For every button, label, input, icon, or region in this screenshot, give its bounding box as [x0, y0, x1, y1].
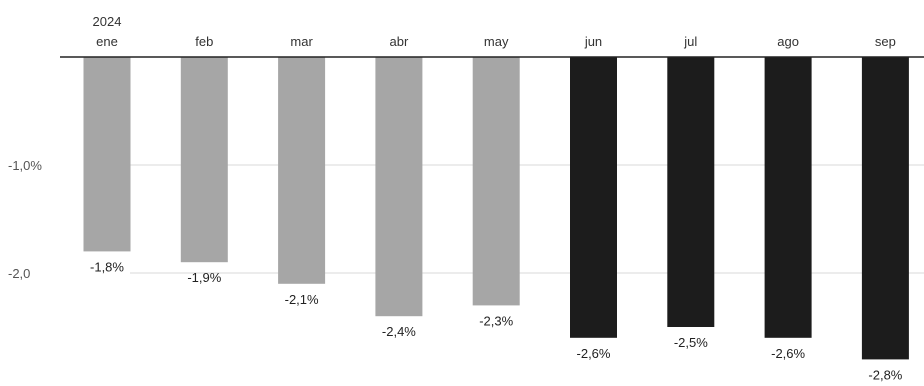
bar-ene — [84, 57, 131, 251]
category-label-feb: feb — [195, 34, 213, 49]
value-label-feb: -1,9% — [187, 270, 221, 285]
bar-jul — [667, 57, 714, 327]
bar-jun — [570, 57, 617, 338]
category-labels: 2024 ene feb mar abr may jun jul ago sep — [93, 14, 896, 49]
y-tick-label: -2,0 — [8, 266, 30, 281]
value-label-mar: -2,1% — [285, 292, 319, 307]
bar-ago — [765, 57, 812, 338]
value-label-sep: -2,8% — [868, 367, 902, 382]
year-label: 2024 — [93, 14, 122, 29]
category-label-mar: mar — [290, 34, 313, 49]
y-tick-label: -1,0% — [8, 158, 42, 173]
value-label-abr: -2,4% — [382, 324, 416, 339]
bar-abr — [375, 57, 422, 316]
category-label-abr: abr — [390, 34, 409, 49]
value-label-ago: -2,6% — [771, 346, 805, 361]
category-label-may: may — [484, 34, 509, 49]
bar-mar — [278, 57, 325, 284]
bar-sep — [862, 57, 909, 359]
category-label-ene: ene — [96, 34, 118, 49]
category-label-jul: jul — [683, 34, 697, 49]
category-label-ago: ago — [777, 34, 799, 49]
category-label-jun: jun — [584, 34, 602, 49]
bar-feb — [181, 57, 228, 262]
value-label-jul: -2,5% — [674, 335, 708, 350]
y-axis-ticks: -1,0% -2,0 — [8, 158, 42, 281]
category-label-sep: sep — [875, 34, 896, 49]
bar-may — [473, 57, 520, 305]
value-label-jun: -2,6% — [577, 346, 611, 361]
value-label-may: -2,3% — [479, 313, 513, 328]
value-label-ene: -1,8% — [90, 259, 124, 274]
